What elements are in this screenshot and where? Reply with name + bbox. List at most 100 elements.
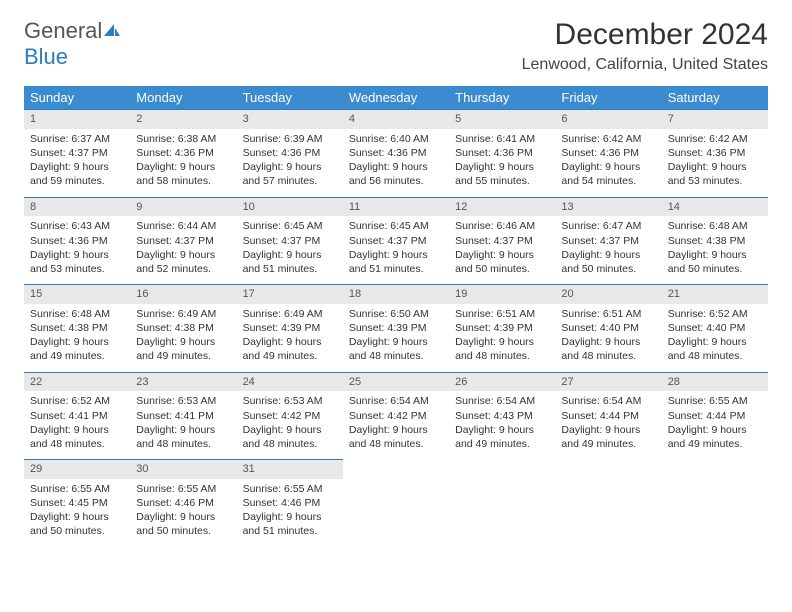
day-cell: Sunrise: 6:40 AMSunset: 4:36 PMDaylight:… (343, 129, 449, 197)
logo-text: General Blue (24, 18, 122, 70)
day-cell: Sunrise: 6:54 AMSunset: 4:44 PMDaylight:… (555, 391, 661, 459)
title-block: December 2024 Lenwood, California, Unite… (522, 18, 768, 74)
logo-part1: General (24, 18, 102, 43)
day-number: 27 (555, 372, 661, 391)
sunrise-line: Sunrise: 6:50 AM (349, 307, 443, 321)
daylight-line: Daylight: 9 hours and 49 minutes. (561, 423, 655, 451)
daylight-line: Daylight: 9 hours and 49 minutes. (455, 423, 549, 451)
sunrise-line: Sunrise: 6:53 AM (243, 394, 337, 408)
day-number: 11 (343, 197, 449, 216)
day-cell: Sunrise: 6:51 AMSunset: 4:39 PMDaylight:… (449, 304, 555, 372)
sunrise-line: Sunrise: 6:51 AM (455, 307, 549, 321)
sunset-line: Sunset: 4:36 PM (243, 146, 337, 160)
logo-part2: Blue (24, 44, 68, 69)
daylight-line: Daylight: 9 hours and 59 minutes. (30, 160, 124, 188)
day-cell: Sunrise: 6:39 AMSunset: 4:36 PMDaylight:… (237, 129, 343, 197)
day-number: 19 (449, 285, 555, 304)
sunset-line: Sunset: 4:45 PM (30, 496, 124, 510)
day-number: 15 (24, 285, 130, 304)
day-number: 8 (24, 197, 130, 216)
sunrise-line: Sunrise: 6:39 AM (243, 132, 337, 146)
day-cell: Sunrise: 6:41 AMSunset: 4:36 PMDaylight:… (449, 129, 555, 197)
sunset-line: Sunset: 4:38 PM (30, 321, 124, 335)
day-number (662, 460, 768, 479)
day-number-row: 22232425262728 (24, 372, 768, 391)
sunset-line: Sunset: 4:44 PM (668, 409, 762, 423)
day-content-row: Sunrise: 6:37 AMSunset: 4:37 PMDaylight:… (24, 129, 768, 197)
weekday-header: Friday (555, 86, 661, 110)
day-cell: Sunrise: 6:55 AMSunset: 4:46 PMDaylight:… (237, 479, 343, 547)
daylight-line: Daylight: 9 hours and 48 minutes. (561, 335, 655, 363)
daylight-line: Daylight: 9 hours and 56 minutes. (349, 160, 443, 188)
day-content-row: Sunrise: 6:43 AMSunset: 4:36 PMDaylight:… (24, 216, 768, 284)
sunrise-line: Sunrise: 6:55 AM (668, 394, 762, 408)
day-cell: Sunrise: 6:55 AMSunset: 4:45 PMDaylight:… (24, 479, 130, 547)
daylight-line: Daylight: 9 hours and 49 minutes. (243, 335, 337, 363)
day-number: 5 (449, 110, 555, 129)
day-cell (555, 479, 661, 547)
day-cell: Sunrise: 6:54 AMSunset: 4:43 PMDaylight:… (449, 391, 555, 459)
sunset-line: Sunset: 4:40 PM (668, 321, 762, 335)
sunset-line: Sunset: 4:36 PM (136, 146, 230, 160)
daylight-line: Daylight: 9 hours and 50 minutes. (668, 248, 762, 276)
day-number (555, 460, 661, 479)
sunrise-line: Sunrise: 6:42 AM (561, 132, 655, 146)
day-cell: Sunrise: 6:50 AMSunset: 4:39 PMDaylight:… (343, 304, 449, 372)
daylight-line: Daylight: 9 hours and 48 minutes. (455, 335, 549, 363)
day-cell: Sunrise: 6:52 AMSunset: 4:40 PMDaylight:… (662, 304, 768, 372)
day-number: 10 (237, 197, 343, 216)
day-number: 20 (555, 285, 661, 304)
daylight-line: Daylight: 9 hours and 51 minutes. (243, 248, 337, 276)
sunset-line: Sunset: 4:37 PM (455, 234, 549, 248)
daylight-line: Daylight: 9 hours and 48 minutes. (243, 423, 337, 451)
day-number: 26 (449, 372, 555, 391)
day-number-row: 15161718192021 (24, 285, 768, 304)
sunset-line: Sunset: 4:42 PM (243, 409, 337, 423)
day-cell (343, 479, 449, 547)
sunset-line: Sunset: 4:38 PM (668, 234, 762, 248)
sunrise-line: Sunrise: 6:48 AM (668, 219, 762, 233)
sunset-line: Sunset: 4:40 PM (561, 321, 655, 335)
day-number: 25 (343, 372, 449, 391)
logo-sail-icon (102, 22, 122, 43)
day-cell: Sunrise: 6:55 AMSunset: 4:46 PMDaylight:… (130, 479, 236, 547)
day-cell: Sunrise: 6:51 AMSunset: 4:40 PMDaylight:… (555, 304, 661, 372)
sunrise-line: Sunrise: 6:45 AM (349, 219, 443, 233)
day-cell: Sunrise: 6:49 AMSunset: 4:38 PMDaylight:… (130, 304, 236, 372)
sunset-line: Sunset: 4:42 PM (349, 409, 443, 423)
sunrise-line: Sunrise: 6:49 AM (136, 307, 230, 321)
day-cell (449, 479, 555, 547)
day-number: 6 (555, 110, 661, 129)
sunrise-line: Sunrise: 6:54 AM (349, 394, 443, 408)
sunrise-line: Sunrise: 6:38 AM (136, 132, 230, 146)
sunset-line: Sunset: 4:36 PM (455, 146, 549, 160)
day-number-row: 1234567 (24, 110, 768, 129)
daylight-line: Daylight: 9 hours and 48 minutes. (349, 335, 443, 363)
sunrise-line: Sunrise: 6:46 AM (455, 219, 549, 233)
day-number: 9 (130, 197, 236, 216)
weekday-header: Monday (130, 86, 236, 110)
daylight-line: Daylight: 9 hours and 53 minutes. (30, 248, 124, 276)
daylight-line: Daylight: 9 hours and 54 minutes. (561, 160, 655, 188)
sunrise-line: Sunrise: 6:37 AM (30, 132, 124, 146)
day-number: 17 (237, 285, 343, 304)
day-number: 22 (24, 372, 130, 391)
day-number: 23 (130, 372, 236, 391)
daylight-line: Daylight: 9 hours and 49 minutes. (30, 335, 124, 363)
day-number: 21 (662, 285, 768, 304)
day-number: 2 (130, 110, 236, 129)
sunset-line: Sunset: 4:37 PM (561, 234, 655, 248)
sunset-line: Sunset: 4:37 PM (136, 234, 230, 248)
sunset-line: Sunset: 4:36 PM (668, 146, 762, 160)
day-number: 18 (343, 285, 449, 304)
sunrise-line: Sunrise: 6:43 AM (30, 219, 124, 233)
day-number: 30 (130, 460, 236, 479)
day-number: 13 (555, 197, 661, 216)
day-cell: Sunrise: 6:52 AMSunset: 4:41 PMDaylight:… (24, 391, 130, 459)
sunset-line: Sunset: 4:43 PM (455, 409, 549, 423)
sunset-line: Sunset: 4:37 PM (349, 234, 443, 248)
sunrise-line: Sunrise: 6:54 AM (561, 394, 655, 408)
day-number: 4 (343, 110, 449, 129)
day-cell: Sunrise: 6:54 AMSunset: 4:42 PMDaylight:… (343, 391, 449, 459)
day-cell: Sunrise: 6:38 AMSunset: 4:36 PMDaylight:… (130, 129, 236, 197)
